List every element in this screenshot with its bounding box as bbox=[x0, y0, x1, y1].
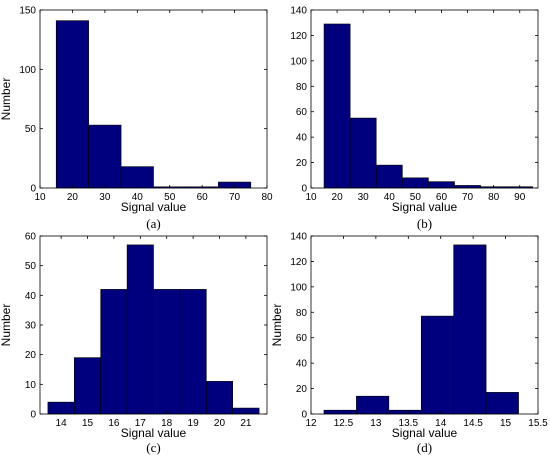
y-tick-label: 100 bbox=[290, 282, 307, 293]
panel-caption: (c) bbox=[146, 440, 160, 455]
x-tick-label: 13 bbox=[370, 418, 382, 429]
x-tick-label: 70 bbox=[229, 192, 241, 203]
x-tick-label: 20 bbox=[332, 192, 344, 203]
y-tick-label: 30 bbox=[25, 321, 37, 332]
y-tick-label: 60 bbox=[25, 232, 37, 243]
x-tick-label: 12 bbox=[305, 418, 317, 429]
x-tick-label: 70 bbox=[462, 192, 474, 203]
y-tick-label: 50 bbox=[25, 261, 37, 272]
axes-frame bbox=[310, 235, 539, 415]
y-tick-label: 0 bbox=[30, 184, 36, 195]
y-axis-label: Number bbox=[0, 304, 13, 347]
panel-caption: (d) bbox=[417, 440, 432, 455]
x-tick-label: 19 bbox=[188, 418, 200, 429]
y-tick-label: 0 bbox=[30, 410, 36, 421]
y-tick-label: 140 bbox=[290, 6, 307, 17]
y-axis-label: Number bbox=[0, 78, 13, 121]
x-tick-label: 50 bbox=[410, 192, 422, 203]
x-tick-label: 80 bbox=[488, 192, 500, 203]
y-tick-label: 40 bbox=[25, 291, 37, 302]
x-tick-label: 16 bbox=[108, 418, 120, 429]
y-tick-label: 40 bbox=[296, 359, 308, 370]
axes-frame bbox=[39, 9, 268, 189]
x-tick-label: 60 bbox=[436, 192, 448, 203]
x-axis-label: Signal value bbox=[121, 200, 187, 214]
histogram-panel: 12 12.5 13 13.5 14 14.5 15 15.5 0 20 40 60 80 100 120 1… bbox=[270, 232, 548, 456]
histogram-panel: 14 15 16 17 18 19 20 21 0 10 20 30 40 50 60 Signal valu… bbox=[0, 232, 268, 455]
histogram-bar bbox=[485, 392, 519, 415]
histogram-bar bbox=[323, 23, 351, 189]
x-tick-label: 15 bbox=[500, 418, 512, 429]
histogram-bar bbox=[126, 244, 154, 415]
y-axis-label: Number bbox=[270, 304, 284, 347]
x-tick-label: 18 bbox=[161, 418, 173, 429]
y-tick-label: 150 bbox=[19, 6, 36, 17]
axes-frame bbox=[310, 9, 539, 189]
histogram-bar bbox=[55, 20, 89, 189]
y-tick-label: 20 bbox=[296, 158, 308, 169]
x-axis-label: Signal value bbox=[392, 426, 458, 440]
x-tick-label: 21 bbox=[240, 418, 252, 429]
histogram-bar bbox=[88, 124, 122, 189]
x-tick-label: 20 bbox=[214, 418, 226, 429]
x-tick-label: 40 bbox=[132, 192, 144, 203]
histogram-bar bbox=[420, 315, 454, 415]
y-tick-label: 40 bbox=[296, 133, 308, 144]
histogram-bar bbox=[388, 409, 422, 415]
y-tick-label: 50 bbox=[25, 124, 37, 135]
x-tick-label: 20 bbox=[67, 192, 79, 203]
y-tick-label: 10 bbox=[25, 380, 37, 391]
histogram-bar bbox=[120, 166, 154, 189]
x-axis-label: Signal value bbox=[121, 426, 187, 440]
y-tick-label: 60 bbox=[296, 333, 308, 344]
y-tick-label: 0 bbox=[301, 410, 307, 421]
y-tick-label: 20 bbox=[25, 350, 37, 361]
panel-caption: (b) bbox=[417, 216, 432, 231]
panel-caption: (a) bbox=[146, 216, 160, 231]
x-tick-label: 15.5 bbox=[528, 418, 548, 429]
x-tick-label: 14 bbox=[56, 418, 68, 429]
y-tick-label: 120 bbox=[290, 257, 307, 268]
y-tick-label: 20 bbox=[296, 384, 308, 395]
y-tick-label: 80 bbox=[296, 82, 308, 93]
y-tick-label: 80 bbox=[296, 308, 308, 319]
x-tick-label: 10 bbox=[305, 192, 317, 203]
histogram-panel: 10 20 30 40 50 60 70 80 0 50 100 150 Signal value Num… bbox=[0, 6, 273, 232]
x-tick-label: 12.5 bbox=[334, 418, 354, 429]
x-tick-label: 14.5 bbox=[463, 418, 483, 429]
histogram-bar bbox=[205, 381, 233, 415]
x-tick-label: 13.5 bbox=[399, 418, 419, 429]
histogram-bar bbox=[179, 289, 207, 415]
x-tick-label: 60 bbox=[197, 192, 209, 203]
y-tick-label: 140 bbox=[290, 232, 307, 243]
histogram-bar bbox=[375, 164, 403, 189]
x-tick-label: 40 bbox=[384, 192, 396, 203]
histogram-bar bbox=[100, 289, 128, 415]
histogram-panel: 10 20 30 40 50 60 70 80 90 0 20 40 60 80 100 120 140 Sign… bbox=[290, 6, 539, 231]
x-tick-label: 30 bbox=[99, 192, 111, 203]
histogram-bar bbox=[453, 244, 487, 415]
x-tick-label: 30 bbox=[358, 192, 370, 203]
x-tick-label: 50 bbox=[164, 192, 176, 203]
x-tick-label: 17 bbox=[135, 418, 147, 429]
histogram-bar bbox=[356, 395, 390, 415]
histogram-bar bbox=[349, 117, 377, 189]
y-tick-label: 60 bbox=[296, 107, 308, 118]
y-tick-label: 100 bbox=[290, 56, 307, 67]
x-tick-label: 90 bbox=[514, 192, 526, 203]
y-tick-label: 0 bbox=[301, 184, 307, 195]
x-tick-label: 15 bbox=[82, 418, 94, 429]
y-tick-label: 100 bbox=[19, 65, 36, 76]
x-tick-label: 80 bbox=[261, 192, 273, 203]
y-tick-label: 120 bbox=[290, 31, 307, 42]
histogram-bar bbox=[74, 357, 102, 415]
histogram-bar bbox=[153, 289, 181, 415]
x-tick-label: 10 bbox=[34, 192, 46, 203]
x-axis-label: Signal value bbox=[392, 200, 458, 214]
histogram-bar bbox=[323, 409, 357, 415]
x-tick-label: 14 bbox=[435, 418, 447, 429]
